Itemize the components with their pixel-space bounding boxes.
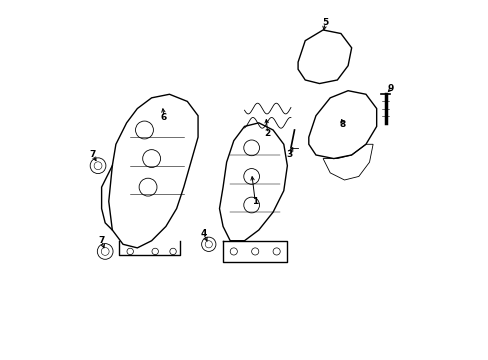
Text: 3: 3: [285, 150, 292, 159]
Text: 7: 7: [98, 236, 104, 245]
Text: 1: 1: [252, 197, 258, 206]
Text: 8: 8: [339, 120, 345, 129]
Text: 4: 4: [200, 229, 206, 238]
Text: 2: 2: [264, 129, 270, 138]
Text: 6: 6: [161, 113, 167, 122]
Text: 5: 5: [322, 18, 327, 27]
Text: 9: 9: [387, 84, 393, 93]
Text: 7: 7: [89, 150, 96, 159]
